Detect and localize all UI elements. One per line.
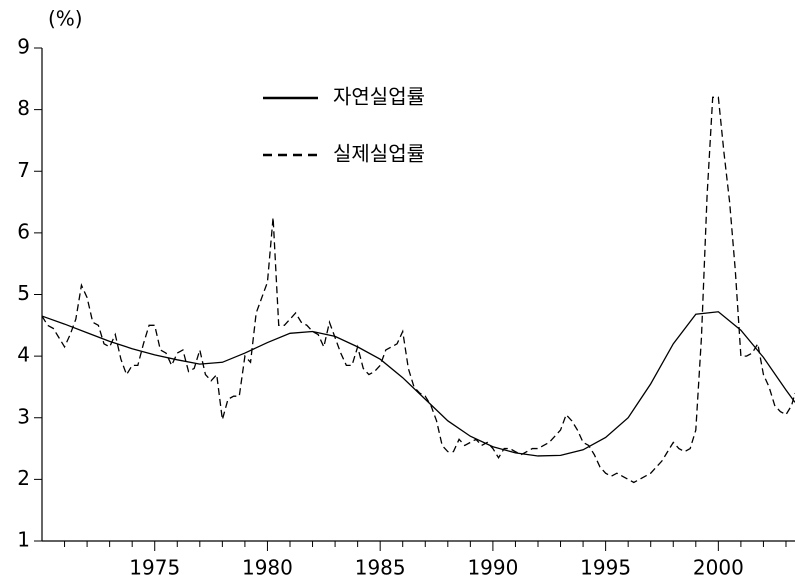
x-tick-label: 1995 xyxy=(580,556,631,580)
x-tick-label: 1975 xyxy=(129,556,180,580)
x-tick-label: 2000 xyxy=(693,556,744,580)
y-tick-label: 4 xyxy=(17,343,30,367)
y-tick-label: 5 xyxy=(17,281,30,305)
y-unit-label: (%) xyxy=(48,7,83,31)
series-line xyxy=(41,96,795,484)
y-tick-label: 3 xyxy=(17,404,30,428)
y-tick-label: 2 xyxy=(17,466,30,490)
legend-label: 실제실업률 xyxy=(333,142,425,166)
y-tick-label: 7 xyxy=(17,158,30,182)
y-tick-label: 8 xyxy=(17,96,30,120)
x-tick-label: 1990 xyxy=(467,556,518,580)
series-line xyxy=(41,311,795,457)
y-tick-label: 1 xyxy=(17,528,30,552)
legend-label: 자연실업률 xyxy=(333,85,425,109)
x-tick-label: 1980 xyxy=(242,556,293,580)
y-tick-label: 6 xyxy=(17,219,30,243)
x-tick-label: 1985 xyxy=(355,556,406,580)
y-tick-label: 9 xyxy=(17,35,30,59)
